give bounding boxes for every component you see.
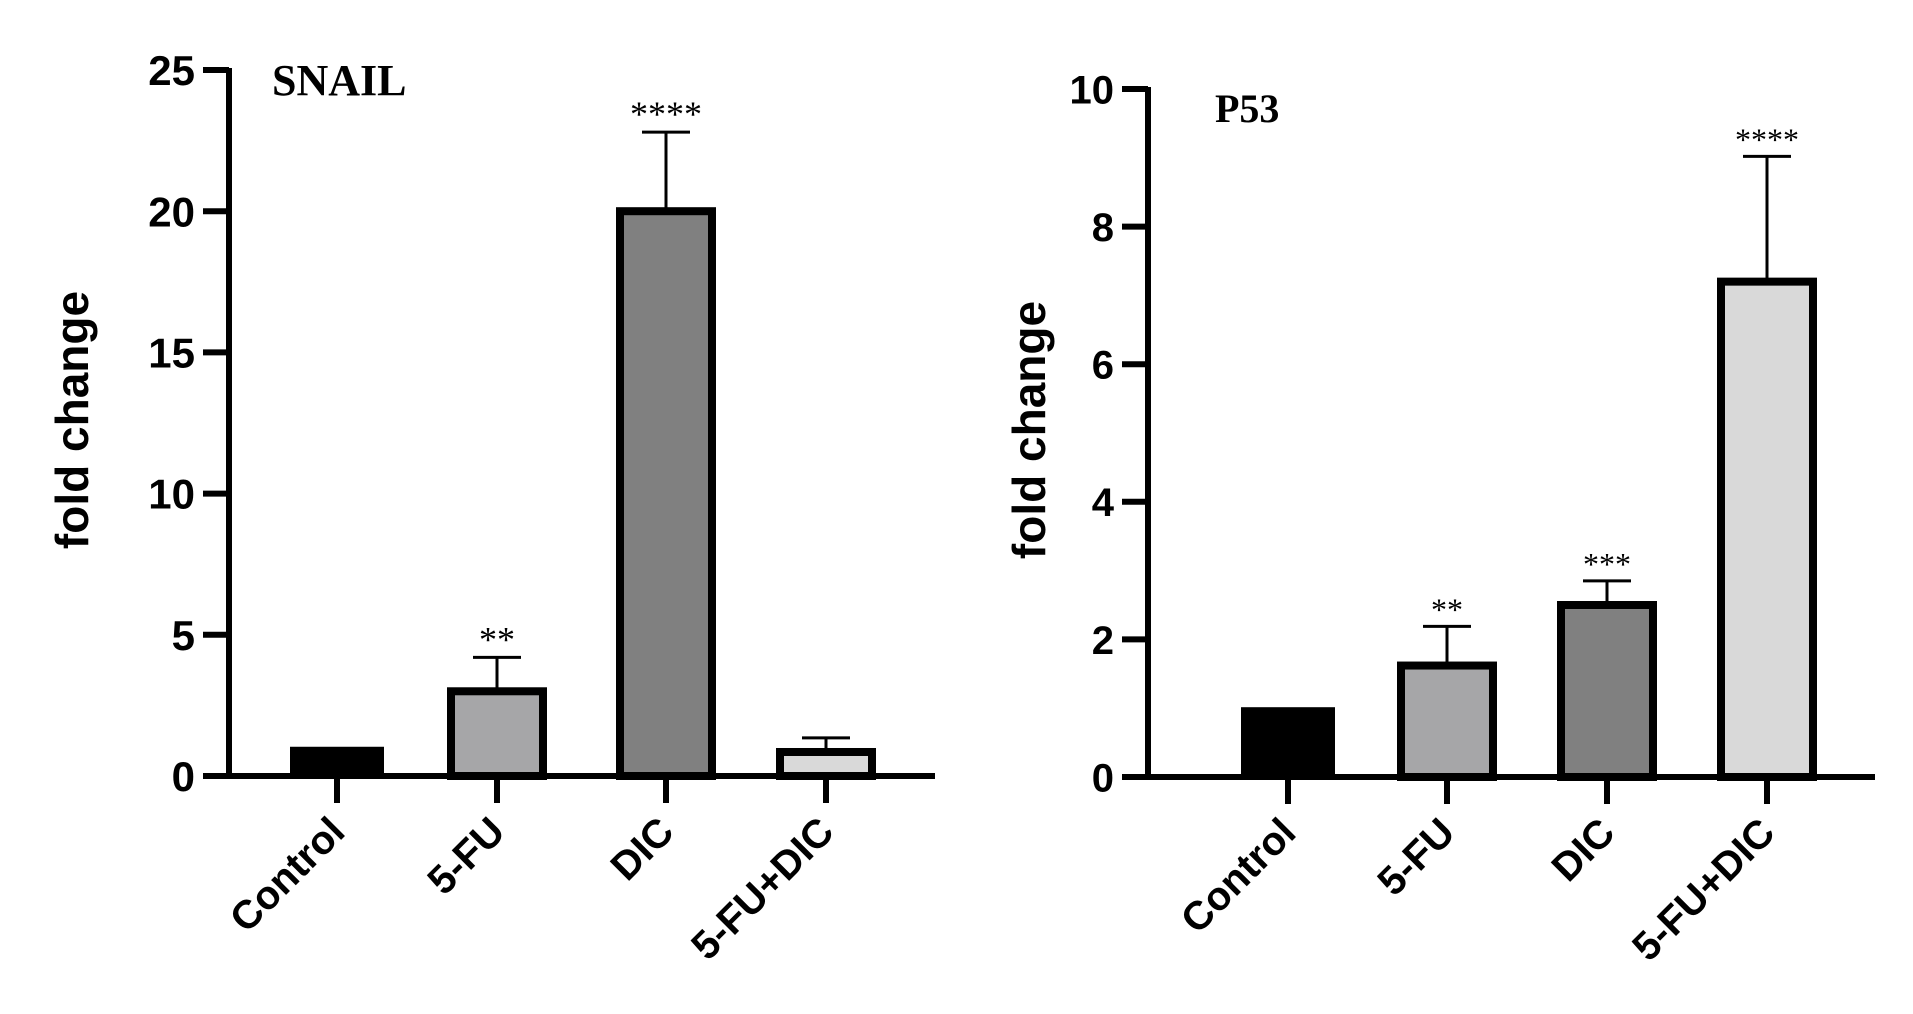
p53-bar-5-fu (1397, 661, 1497, 782)
snail-y-tick-label: 15 (148, 330, 195, 377)
snail-y-axis-label: fold change (46, 291, 98, 549)
snail-category-label: 5-FU (419, 809, 513, 903)
p53-chart-panel: 0 2 4 6 8 10 fold change P53 Control ** 5-FU *** DIC… (960, 0, 1913, 1014)
snail-bar-5-fu (447, 687, 547, 781)
snail-bar-5-fu-dic (776, 747, 876, 780)
p53-y-axis-label: fold change (1003, 301, 1055, 559)
snail-chart-title: SNAIL (272, 56, 407, 105)
snail-significance-label: ** (479, 619, 515, 659)
snail-bar-dic (616, 207, 716, 780)
p53-y-tick-label: 2 (1092, 619, 1114, 663)
p53-y-tick-label: 10 (1070, 68, 1115, 112)
snail-category-label: DIC (603, 809, 683, 889)
snail-y-tick-label: 5 (172, 612, 195, 659)
snail-chart: 0 5 10 15 20 25 fold change SNAIL Control ** 5-FU *… (46, 47, 935, 968)
p53-y-tick-label: 0 (1092, 756, 1114, 800)
p53-category-label: 5-FU+DIC (1624, 810, 1783, 969)
p53-category-label: DIC (1544, 810, 1624, 890)
p53-y-tick-label: 4 (1092, 481, 1115, 525)
snail-significance-label: **** (630, 94, 702, 134)
p53-category-label: 5-FU (1369, 810, 1463, 904)
snail-bar-control (290, 746, 384, 778)
snail-category-label: 5-FU+DIC (683, 809, 842, 968)
snail-y-tick-label: 20 (148, 188, 195, 235)
snail-y-tick-label: 10 (148, 471, 195, 518)
p53-significance-label: ** (1431, 591, 1463, 627)
p53-bar-control (1241, 707, 1335, 779)
p53-category-label: Control (1173, 810, 1305, 942)
p53-significance-label: *** (1583, 546, 1631, 582)
snail-category-label: Control (222, 809, 354, 941)
snail-y-tick-label: 0 (172, 753, 195, 800)
p53-bar-dic (1557, 601, 1657, 781)
p53-y-tick-label: 8 (1092, 206, 1114, 250)
p53-y-tick-label: 6 (1092, 344, 1114, 388)
p53-chart-title: P53 (1215, 86, 1279, 131)
snail-chart-panel: 0 5 10 15 20 25 fold change SNAIL Control ** 5-FU *… (46, 47, 935, 968)
p53-significance-label: **** (1735, 121, 1799, 157)
p53-chart: 0 2 4 6 8 10 fold change P53 Control ** 5-FU *** DIC… (1003, 68, 1875, 969)
snail-y-tick-label: 25 (148, 47, 195, 94)
p53-bar-5-fu-dic (1717, 277, 1817, 781)
